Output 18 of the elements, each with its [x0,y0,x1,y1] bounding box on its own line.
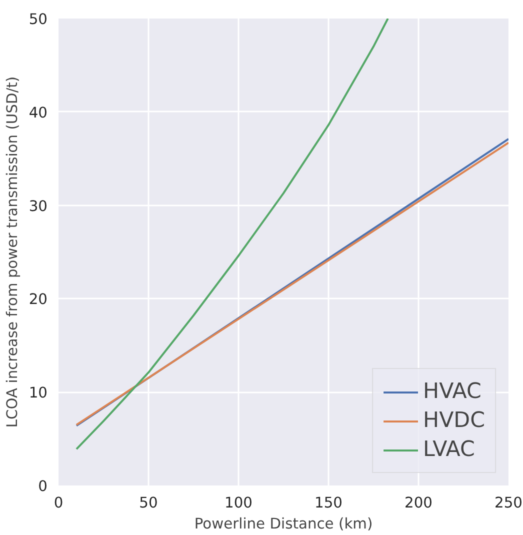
y-axis-title: LCOA increase from power transmission (USD/t) [4,76,21,428]
x-tick-label: 250 [494,494,522,512]
x-tick-label: 50 [139,494,158,512]
y-tick-label: 20 [28,291,48,308]
x-axis-title: Powerline Distance (km) [194,516,373,532]
line-series [76,18,389,450]
legend-label: LVAC [423,437,475,462]
x-tick-label: 100 [224,494,252,512]
legend-label: HVDC [423,408,485,433]
legend-label: HVAC [423,379,482,404]
x-tick-label: 200 [404,494,432,512]
y-tick-label: 30 [28,198,48,215]
x-tick-label: 0 [54,494,64,512]
y-tick-label: 10 [28,384,48,402]
y-tick-label: 50 [28,11,48,28]
y-tick-label: 0 [38,478,48,495]
y-tick-label: 40 [28,104,48,122]
x-tick-label: 150 [314,494,342,512]
